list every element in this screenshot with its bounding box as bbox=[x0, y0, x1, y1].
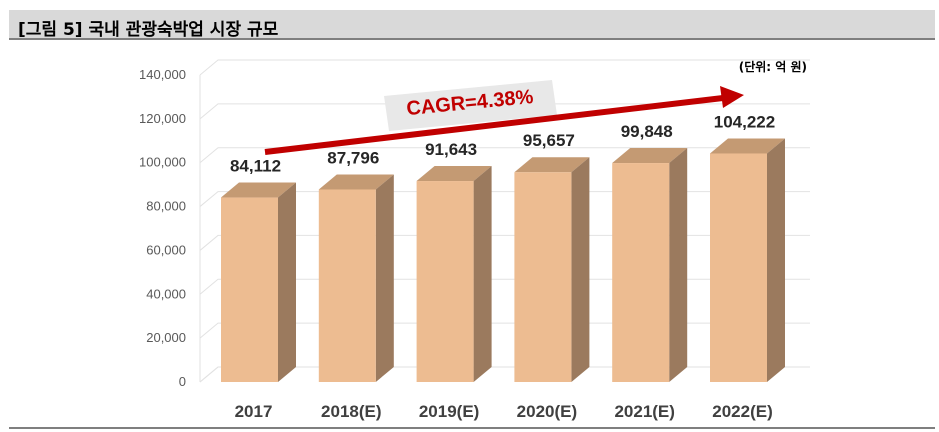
bar bbox=[710, 138, 785, 382]
y-tick-label: 140,000 bbox=[139, 67, 186, 82]
bar-side bbox=[571, 157, 590, 382]
bar-top bbox=[416, 166, 492, 182]
y-tick-label: 60,000 bbox=[146, 242, 186, 257]
bar bbox=[612, 148, 688, 382]
x-tick-label: 2017 bbox=[235, 402, 273, 421]
bar-top bbox=[221, 182, 296, 198]
y-tick-label: 100,000 bbox=[139, 155, 186, 170]
floor-edge bbox=[199, 366, 219, 383]
data-label: 95,657 bbox=[523, 131, 575, 150]
data-labels: 84,112 87,796 91,643 95,657 99,848 104,222 bbox=[230, 112, 775, 175]
bar-side bbox=[278, 182, 296, 382]
bar-front bbox=[318, 189, 376, 382]
bar-side bbox=[375, 174, 394, 382]
unit-label: (단위: 억 원) bbox=[738, 60, 807, 74]
bar-top bbox=[514, 157, 590, 173]
y-tick-label: 120,000 bbox=[139, 111, 186, 126]
cagr-label-background bbox=[384, 80, 557, 131]
bar bbox=[416, 166, 492, 382]
bar-front bbox=[416, 181, 474, 382]
x-tick-label: 2022(E) bbox=[712, 402, 772, 421]
bar-front bbox=[710, 153, 767, 382]
bottom-rule bbox=[9, 427, 935, 429]
bars bbox=[221, 138, 785, 382]
y-tick-label: 0 bbox=[179, 374, 186, 389]
y-tick-label: 80,000 bbox=[146, 199, 186, 214]
cagr-arrow-head bbox=[720, 86, 744, 108]
y-axis-ticks: 0 20,000 40,000 60,000 80,000 100,000 120,000 1… bbox=[139, 67, 186, 389]
x-axis-labels: 2017 2018(E) 2019(E) 2020(E) 2021(E) 2022(E) bbox=[235, 402, 773, 421]
data-label: 91,643 bbox=[425, 140, 477, 159]
bar bbox=[221, 182, 296, 382]
bar-side bbox=[669, 148, 688, 382]
bar bbox=[514, 157, 590, 382]
bar-side bbox=[767, 138, 785, 382]
y-tick-label: 20,000 bbox=[146, 330, 186, 345]
data-label: 87,796 bbox=[327, 148, 379, 167]
data-label: 99,848 bbox=[621, 122, 673, 141]
bar bbox=[318, 174, 394, 382]
gridline bbox=[199, 59, 810, 76]
cagr-arrow-line bbox=[264, 95, 724, 155]
bar-front bbox=[612, 163, 670, 382]
cagr-annotation: CAGR=4.38% bbox=[264, 80, 744, 155]
gridline bbox=[199, 103, 810, 120]
data-label: 84,112 bbox=[230, 157, 281, 176]
bar-front bbox=[221, 197, 278, 382]
bar-front bbox=[514, 172, 572, 382]
x-tick-label: 2019(E) bbox=[419, 402, 479, 421]
bar-side bbox=[473, 166, 492, 382]
x-tick-label: 2020(E) bbox=[517, 402, 577, 421]
bar-top bbox=[612, 148, 688, 164]
bar-top bbox=[710, 138, 785, 154]
gridline bbox=[199, 147, 810, 164]
x-tick-label: 2018(E) bbox=[321, 402, 381, 421]
bar-top bbox=[318, 174, 394, 190]
header-bar: [그림 5] 국내 관광숙박업 시장 규모 bbox=[9, 10, 935, 40]
figure-title: [그림 5] 국내 관광숙박업 시장 규모 bbox=[18, 20, 279, 40]
data-label: 104,222 bbox=[714, 112, 775, 131]
x-tick-label: 2021(E) bbox=[614, 402, 674, 421]
y-tick-label: 40,000 bbox=[146, 286, 186, 301]
